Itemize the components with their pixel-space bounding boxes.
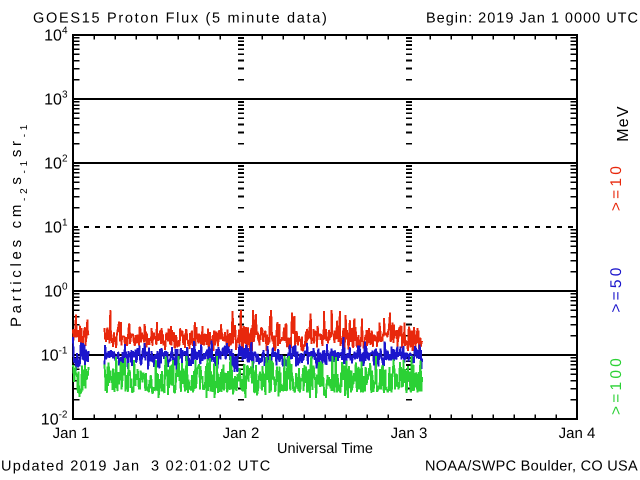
svg-text:100: 100 [44,282,68,301]
svg-text:>=100: >=100 [608,355,625,415]
svg-text:Jan 2: Jan 2 [223,425,260,442]
svg-text:Universal Time: Universal Time [277,441,373,457]
svg-text:Particles cm-2s-1sr-1: Particles cm-2s-1sr-1 [8,121,30,327]
svg-text:>=50: >=50 [608,264,625,312]
svg-text:MeV: MeV [615,105,632,142]
svg-text:GOES15 Proton Flux (5 minute d: GOES15 Proton Flux (5 minute data) [33,11,329,27]
svg-text:10-2: 10-2 [41,410,68,429]
svg-text:Begin: 2019 Jan 1 0000 UTC: Begin: 2019 Jan 1 0000 UTC [426,11,639,27]
svg-text:102: 102 [44,154,68,173]
svg-text:Jan 3: Jan 3 [391,425,428,442]
svg-text:Jan 1: Jan 1 [53,425,90,442]
svg-text:Updated 2019 Jan 3 02:01:02 U: Updated 2019 Jan 3 02:01:02 UTC [1,459,272,475]
svg-text:Jan 4: Jan 4 [559,425,596,442]
svg-text:NOAA/SWPC Boulder, CO USA: NOAA/SWPC Boulder, CO USA [425,459,638,475]
svg-text:104: 104 [44,26,68,45]
svg-text:103: 103 [44,90,68,109]
svg-text:10-1: 10-1 [41,346,68,365]
svg-text:101: 101 [44,218,68,237]
svg-text:>=10: >=10 [608,163,625,211]
